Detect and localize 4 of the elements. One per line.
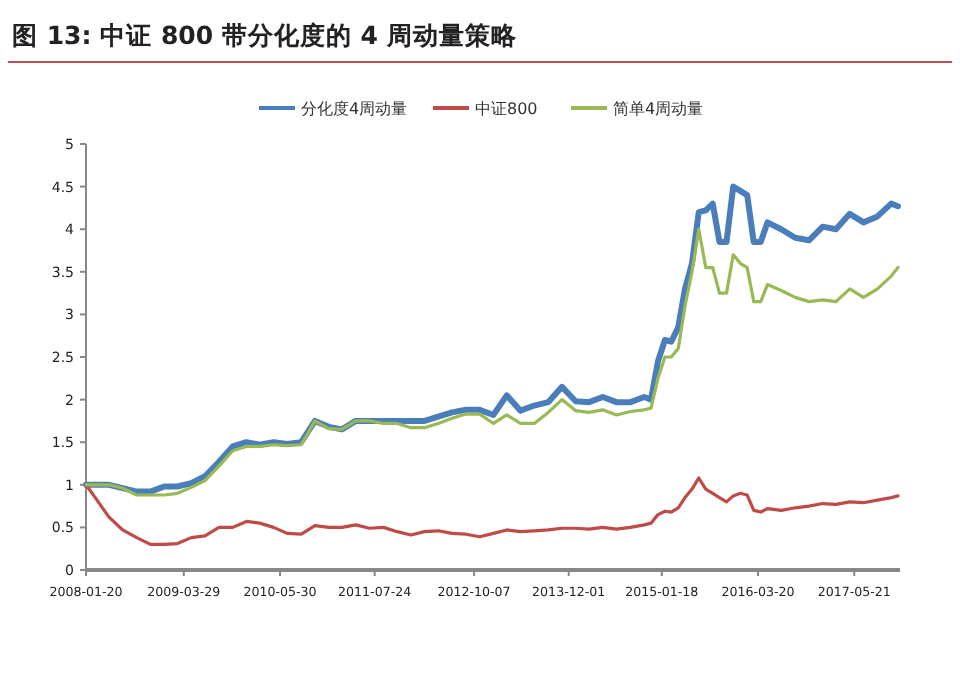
chart-title: 图 13: 中证 800 带分化度的 4 周动量策略: [12, 20, 519, 50]
legend-label: 简单4周动量: [613, 100, 704, 118]
legend-label: 中证800: [475, 100, 538, 118]
legend-label: 分化度4周动量: [301, 100, 408, 118]
